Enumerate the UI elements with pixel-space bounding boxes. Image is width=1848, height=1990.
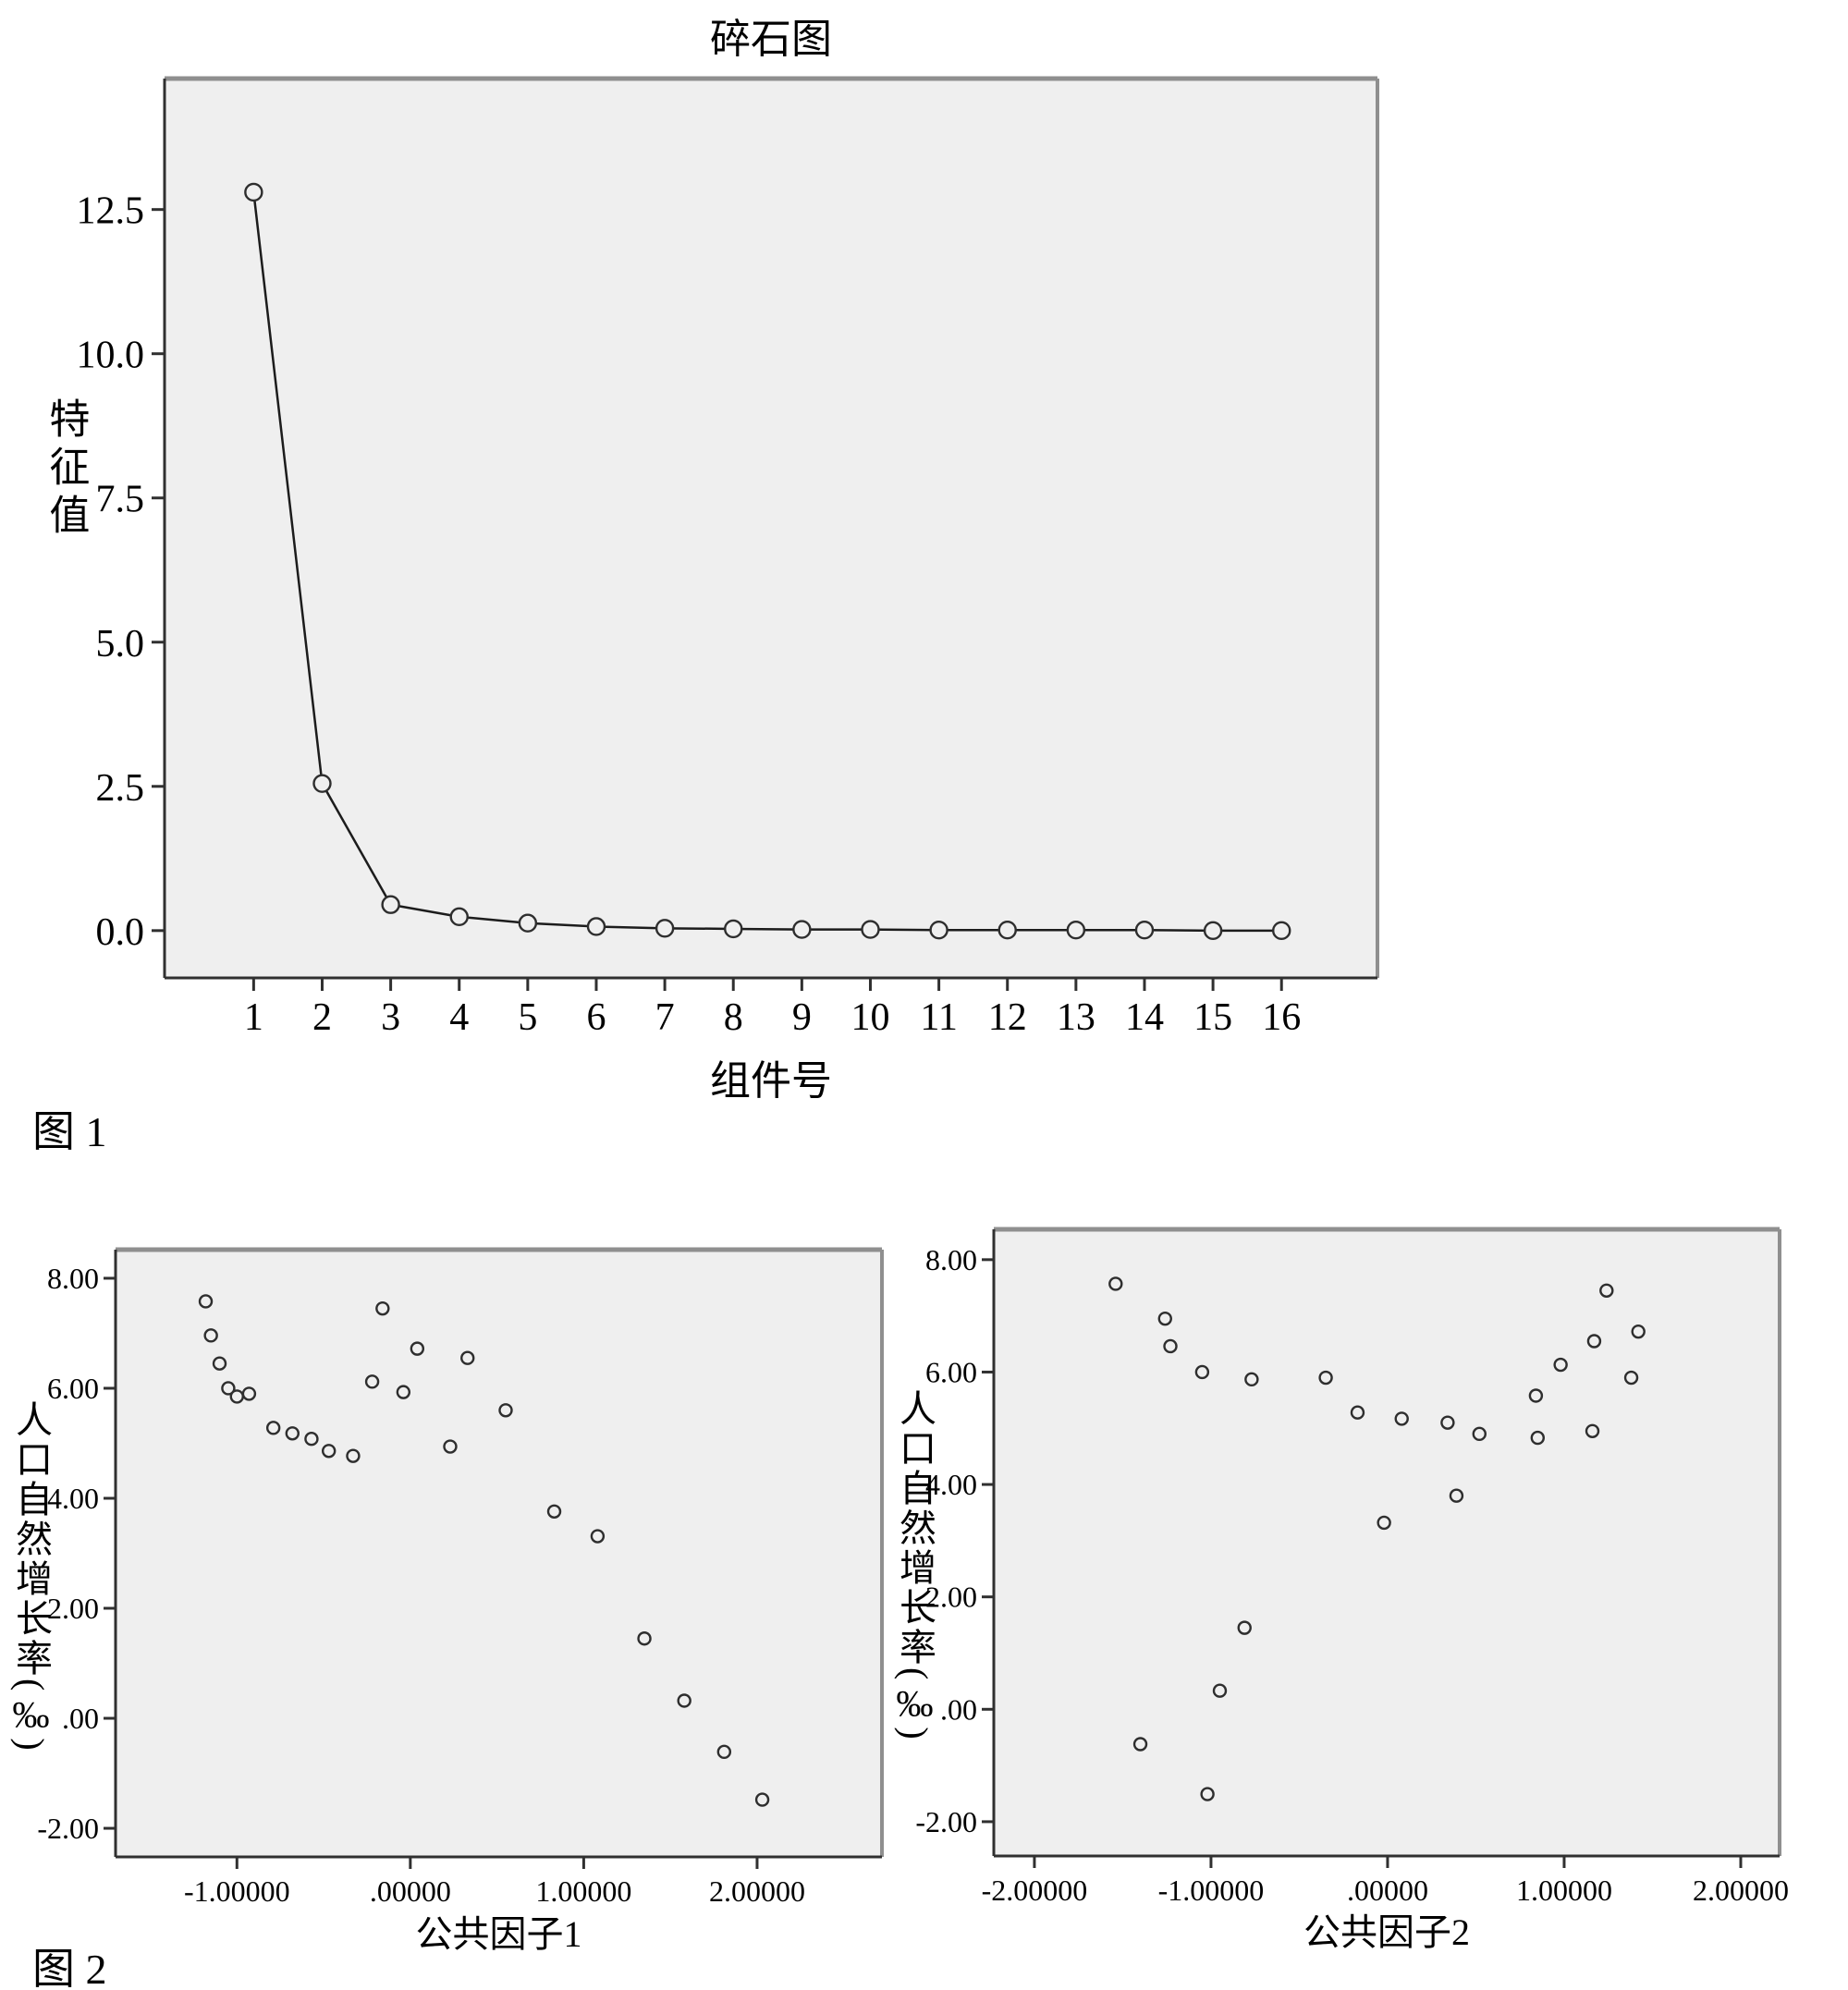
scree-x-axis-title: 组件号 (710, 1058, 832, 1104)
svg-text:3: 3 (381, 996, 400, 1039)
svg-text:0.0: 0.0 (96, 911, 145, 954)
scatter2-y-axis-title: 人口自然增长率(‰) (894, 1389, 936, 1742)
svg-text:15: 15 (1193, 996, 1232, 1039)
figure2-caption: 图 2 (32, 1946, 107, 1990)
svg-text:9: 9 (792, 996, 812, 1039)
svg-text:7.5: 7.5 (96, 479, 145, 521)
scatter2-x-axis-title: 公共因子2 (1303, 1911, 1470, 1953)
svg-text:5: 5 (518, 996, 537, 1039)
svg-text:6.00: 6.00 (47, 1372, 99, 1405)
svg-text:5.0: 5.0 (96, 623, 145, 665)
svg-text:-2.00000: -2.00000 (982, 1874, 1088, 1907)
svg-text:4.00: 4.00 (47, 1482, 99, 1515)
scree-plot-title: 碎石图 (710, 17, 832, 62)
scatter1-y-axis-title: 人口自然增长率(‰) (10, 1400, 52, 1753)
svg-text:4.00: 4.00 (925, 1468, 977, 1501)
svg-text:12: 12 (988, 996, 1027, 1039)
svg-text:1.00000: 1.00000 (1516, 1874, 1612, 1907)
svg-text:8: 8 (724, 996, 743, 1039)
scree-y-axis-title: 特征值 (43, 397, 89, 542)
svg-text:6: 6 (586, 996, 606, 1039)
svg-text:12.5: 12.5 (77, 190, 145, 233)
svg-text:16: 16 (1262, 996, 1301, 1039)
svg-text:.00: .00 (62, 1702, 99, 1735)
svg-text:1: 1 (244, 996, 263, 1039)
figure1-caption: 图 1 (32, 1108, 107, 1155)
svg-text:2.00: 2.00 (925, 1581, 977, 1614)
svg-text:.00: .00 (940, 1692, 977, 1726)
svg-text:13: 13 (1057, 996, 1095, 1039)
svg-text:2.00000: 2.00000 (1693, 1874, 1789, 1907)
svg-text:10: 10 (851, 996, 889, 1039)
svg-text:8.00: 8.00 (47, 1262, 99, 1295)
scatter-plot-factor1: 8.00 6.00 4.00 2.00 .00 -2.00 -1.00000 .00000 1.… (37, 1247, 884, 1908)
svg-text:14: 14 (1125, 996, 1164, 1039)
svg-text:10.0: 10.0 (77, 335, 145, 377)
scatter-plot-factor2: 8.00 6.00 4.00 2.00 .00 -2.00 -2.00000 -1.00000… (915, 1227, 1789, 1907)
svg-text:-2.00: -2.00 (37, 1812, 99, 1845)
svg-text:2.5: 2.5 (96, 767, 145, 810)
svg-text:4: 4 (449, 996, 469, 1039)
scree-plot: 0.02.55.07.510.012.51 2 3 4 5 6 7 8 9 10 11 12 13 14 1… (77, 76, 1379, 1039)
svg-text:2.00000: 2.00000 (709, 1874, 805, 1908)
svg-text:.00000: .00000 (370, 1874, 451, 1908)
scatter1-x-axis-title: 公共因子1 (415, 1913, 582, 1955)
svg-text:8.00: 8.00 (925, 1243, 977, 1276)
svg-text:6.00: 6.00 (925, 1355, 977, 1388)
svg-text:-2.00: -2.00 (915, 1805, 977, 1838)
svg-text:2.00: 2.00 (47, 1592, 99, 1625)
svg-text:.00000: .00000 (1347, 1874, 1428, 1907)
svg-text:1.00000: 1.00000 (535, 1874, 631, 1908)
svg-text:11: 11 (920, 996, 957, 1039)
svg-text:-1.00000: -1.00000 (1158, 1874, 1265, 1907)
svg-text:-1.00000: -1.00000 (184, 1874, 290, 1908)
svg-text:2: 2 (312, 996, 332, 1039)
svg-text:7: 7 (655, 996, 675, 1039)
